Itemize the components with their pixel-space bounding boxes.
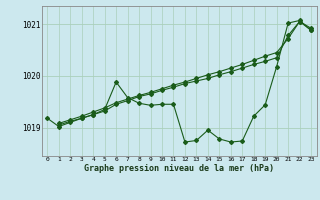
- X-axis label: Graphe pression niveau de la mer (hPa): Graphe pression niveau de la mer (hPa): [84, 164, 274, 173]
